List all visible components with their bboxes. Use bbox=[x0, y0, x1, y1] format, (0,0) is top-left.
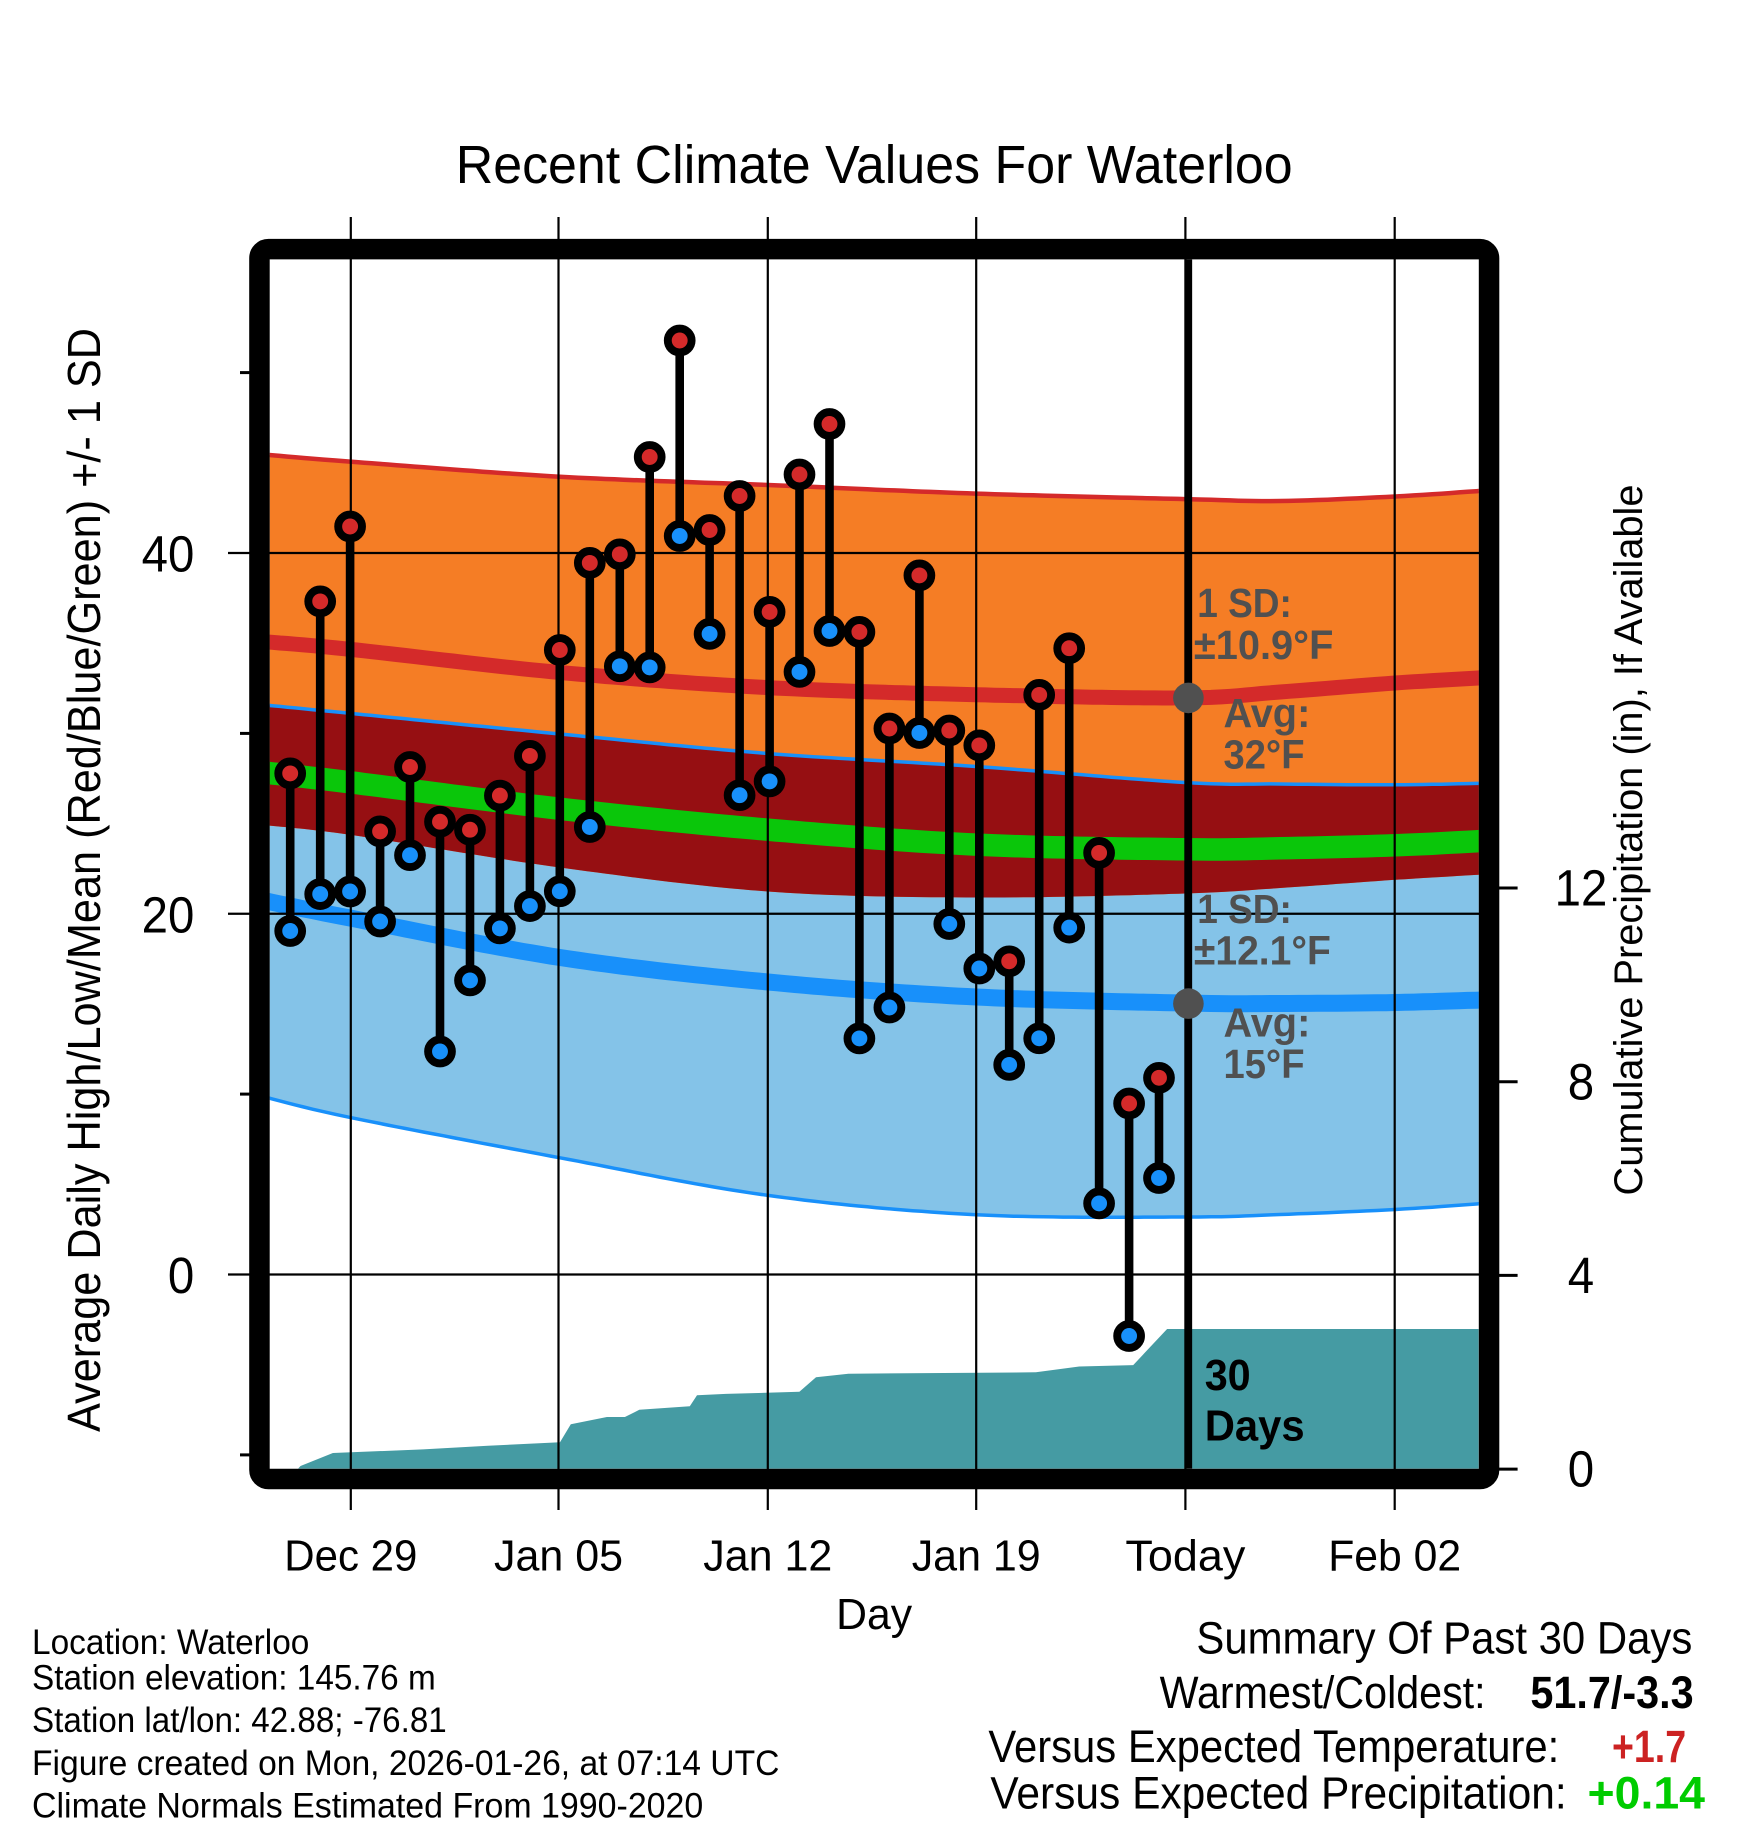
svg-text:1 SD:: 1 SD: bbox=[1197, 580, 1292, 626]
svg-text:8: 8 bbox=[1568, 1053, 1594, 1110]
svg-text:Avg:: Avg: bbox=[1224, 690, 1311, 736]
svg-text:20: 20 bbox=[142, 886, 195, 943]
svg-text:15°F: 15°F bbox=[1224, 1041, 1305, 1087]
svg-text:Avg:: Avg: bbox=[1224, 1000, 1311, 1046]
svg-text:Day: Day bbox=[836, 1590, 912, 1639]
svg-text:32°F: 32°F bbox=[1224, 731, 1305, 777]
svg-text:Station lat/lon: 42.88; -76.81: Station lat/lon: 42.88; -76.81 bbox=[32, 1701, 447, 1740]
svg-text:Cumulative Precipitation (in),: Cumulative Precipitation (in), If Availa… bbox=[1607, 485, 1651, 1196]
svg-text:51.7/-3.3: 51.7/-3.3 bbox=[1530, 1667, 1693, 1718]
svg-text:Summary Of Past 30 Days: Summary Of Past 30 Days bbox=[1196, 1613, 1692, 1664]
svg-text:0: 0 bbox=[168, 1247, 194, 1304]
svg-text:Jan 19: Jan 19 bbox=[912, 1532, 1041, 1581]
svg-text:12: 12 bbox=[1555, 860, 1608, 917]
svg-text:Station elevation: 145.76 m: Station elevation: 145.76 m bbox=[32, 1659, 436, 1698]
svg-text:Figure created on Mon, 2026-01: Figure created on Mon, 2026-01-26, at 07… bbox=[32, 1744, 779, 1783]
svg-text:0: 0 bbox=[1568, 1441, 1594, 1498]
svg-text:Jan 05: Jan 05 bbox=[494, 1532, 623, 1581]
svg-text:4: 4 bbox=[1568, 1247, 1594, 1304]
svg-text:Dec 29: Dec 29 bbox=[284, 1532, 417, 1581]
svg-text:Climate Normals Estimated From: Climate Normals Estimated From 1990-2020 bbox=[32, 1787, 703, 1826]
svg-text:Feb 02: Feb 02 bbox=[1328, 1532, 1461, 1581]
svg-text:Warmest/Coldest:: Warmest/Coldest: bbox=[1160, 1667, 1486, 1718]
svg-text:Today: Today bbox=[1125, 1532, 1245, 1581]
svg-text:Versus Expected Temperature:: Versus Expected Temperature: bbox=[988, 1721, 1559, 1772]
svg-text:30: 30 bbox=[1205, 1352, 1251, 1400]
svg-text:Days: Days bbox=[1205, 1403, 1305, 1451]
svg-text:Average Daily High/Low/Mean (R: Average Daily High/Low/Mean (Red/Blue/Gr… bbox=[58, 328, 110, 1432]
svg-text:Recent Climate Values For Wate: Recent Climate Values For Waterloo bbox=[456, 135, 1293, 195]
svg-text:+1.7: +1.7 bbox=[1612, 1721, 1686, 1772]
svg-text:±10.9°F: ±10.9°F bbox=[1194, 622, 1334, 668]
svg-text:40: 40 bbox=[142, 526, 195, 583]
svg-text:1 SD:: 1 SD: bbox=[1197, 886, 1292, 932]
svg-text:Versus Expected Precipitation:: Versus Expected Precipitation: bbox=[990, 1768, 1566, 1819]
svg-text:±12.1°F: ±12.1°F bbox=[1194, 928, 1331, 974]
svg-text:Location: Waterloo: Location: Waterloo bbox=[32, 1623, 309, 1662]
svg-text:+0.14: +0.14 bbox=[1588, 1768, 1706, 1819]
svg-text:Jan 12: Jan 12 bbox=[703, 1532, 832, 1581]
